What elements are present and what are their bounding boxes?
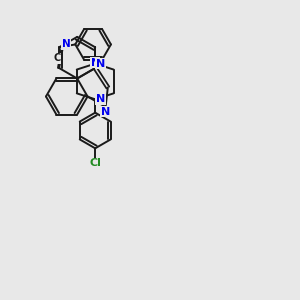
Text: C: C [54,53,61,63]
Text: N: N [91,58,100,68]
Text: N: N [62,39,71,49]
Text: N: N [96,58,105,69]
Text: Cl: Cl [89,158,101,168]
Text: N: N [96,94,105,104]
Text: N: N [101,107,110,117]
